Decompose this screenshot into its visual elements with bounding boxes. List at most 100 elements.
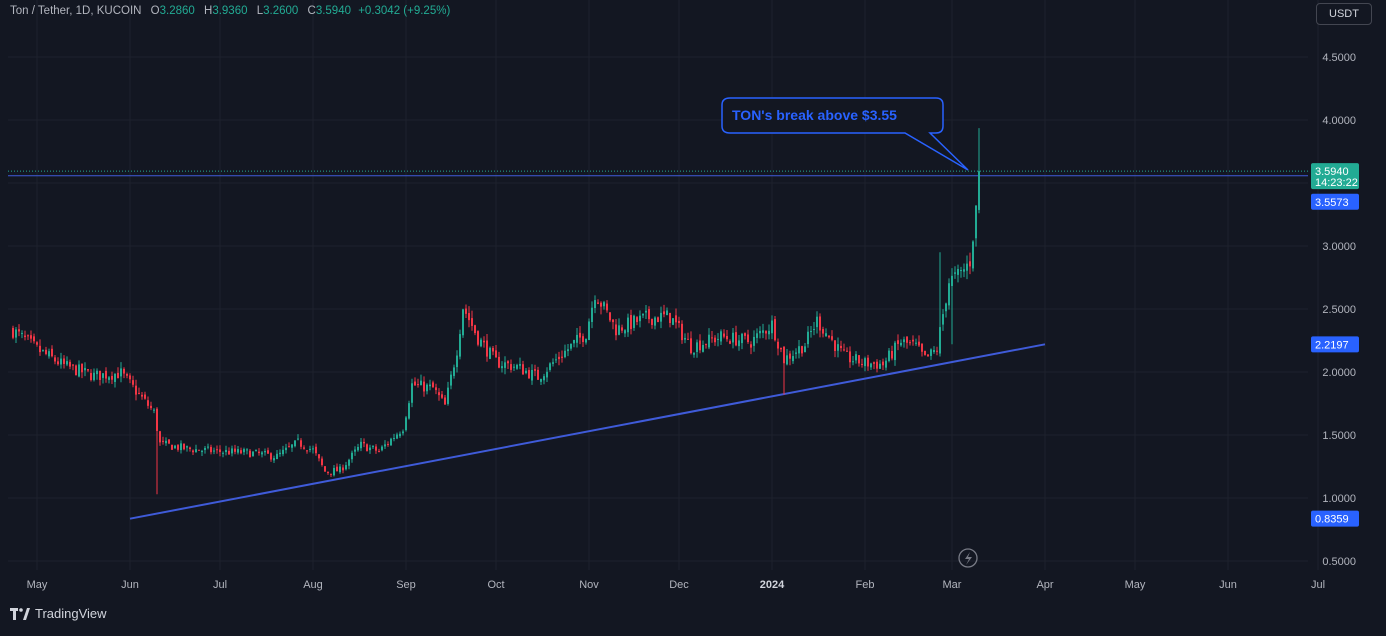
candle-body bbox=[204, 447, 206, 450]
candle bbox=[354, 446, 356, 456]
candle bbox=[372, 445, 374, 449]
candle bbox=[876, 359, 878, 373]
candle-body bbox=[303, 447, 305, 449]
candle bbox=[84, 362, 86, 377]
candle bbox=[381, 445, 383, 452]
candle-body bbox=[108, 377, 110, 380]
candle-body bbox=[321, 458, 323, 466]
candle bbox=[549, 362, 551, 372]
candle-body bbox=[192, 450, 194, 453]
candle bbox=[39, 339, 41, 356]
candle bbox=[249, 448, 251, 458]
candle-body bbox=[948, 283, 950, 306]
candle-body bbox=[678, 320, 680, 323]
candle bbox=[426, 383, 428, 395]
candle-body bbox=[564, 350, 566, 358]
candle bbox=[804, 342, 806, 353]
candle bbox=[747, 329, 749, 344]
candle-body bbox=[501, 366, 503, 369]
candle bbox=[51, 345, 53, 358]
candle bbox=[522, 360, 524, 375]
candle bbox=[771, 315, 773, 340]
tradingview-logo[interactable]: TradingView bbox=[10, 606, 107, 621]
candle-body bbox=[930, 349, 932, 356]
candle-body bbox=[279, 452, 281, 455]
callout-bubble bbox=[721, 97, 969, 171]
candle bbox=[204, 446, 206, 454]
candle-body bbox=[84, 367, 86, 371]
candle-body bbox=[42, 349, 44, 351]
candle bbox=[252, 451, 254, 457]
candle-body bbox=[597, 302, 599, 304]
candle bbox=[60, 352, 62, 369]
price-level-line bbox=[8, 170, 1308, 177]
candle-body bbox=[765, 331, 767, 334]
candle bbox=[114, 373, 116, 388]
candle-body bbox=[225, 449, 227, 453]
candle-body bbox=[243, 449, 245, 453]
candle-body bbox=[402, 431, 404, 434]
candle bbox=[423, 376, 425, 397]
candle bbox=[390, 437, 392, 446]
candle bbox=[270, 452, 272, 462]
candle bbox=[594, 295, 596, 314]
candle-body bbox=[915, 342, 917, 344]
candle-body bbox=[795, 352, 797, 354]
candle bbox=[696, 339, 698, 358]
currency-button[interactable]: USDT bbox=[1316, 3, 1372, 25]
candle bbox=[618, 318, 620, 336]
x-tick-label: Jun bbox=[1219, 579, 1237, 591]
candle bbox=[654, 316, 656, 330]
candle bbox=[12, 325, 14, 340]
candle bbox=[30, 330, 32, 343]
candle bbox=[171, 444, 173, 450]
candle bbox=[507, 360, 509, 370]
candle bbox=[699, 334, 701, 354]
candle bbox=[972, 240, 974, 272]
candle bbox=[468, 306, 470, 328]
candle-body bbox=[798, 346, 800, 354]
candle-body bbox=[54, 357, 56, 362]
candle-body bbox=[60, 358, 62, 365]
candle bbox=[237, 446, 239, 455]
candle-body bbox=[642, 313, 644, 316]
candle-body bbox=[834, 340, 836, 351]
candle bbox=[735, 325, 737, 347]
candle bbox=[276, 449, 278, 460]
x-tick-label: Oct bbox=[487, 579, 504, 591]
candle-body bbox=[111, 375, 113, 380]
candle-body bbox=[768, 330, 770, 335]
candle bbox=[168, 439, 170, 445]
candle bbox=[858, 354, 860, 367]
candle-body bbox=[300, 440, 302, 447]
candle bbox=[636, 315, 638, 326]
candle bbox=[228, 447, 230, 455]
candle bbox=[45, 346, 47, 356]
candle bbox=[342, 464, 344, 474]
candle bbox=[66, 356, 68, 367]
candle-body bbox=[888, 350, 890, 362]
candle bbox=[273, 455, 275, 463]
candle bbox=[387, 441, 389, 447]
candle-body bbox=[213, 450, 215, 452]
symbol-legend: Ton / Tether, 1D, KUCOIN O3.2860 H3.9360… bbox=[10, 5, 450, 17]
y-tick-label: 3.0000 bbox=[1322, 241, 1356, 253]
candle-body bbox=[837, 344, 839, 351]
candle bbox=[516, 363, 518, 370]
candle bbox=[300, 438, 302, 450]
candle bbox=[141, 391, 143, 400]
candle bbox=[780, 347, 782, 353]
candle bbox=[660, 306, 662, 329]
candle bbox=[690, 331, 692, 355]
candle-body bbox=[576, 334, 578, 343]
candle-body bbox=[858, 355, 860, 364]
candle-body bbox=[30, 335, 32, 339]
candle-body bbox=[696, 342, 698, 352]
candle-body bbox=[198, 449, 200, 451]
candle-body bbox=[357, 447, 359, 451]
candle-body bbox=[555, 359, 557, 361]
candle-body bbox=[462, 309, 464, 336]
candle bbox=[222, 451, 224, 458]
candle-body bbox=[390, 438, 392, 446]
